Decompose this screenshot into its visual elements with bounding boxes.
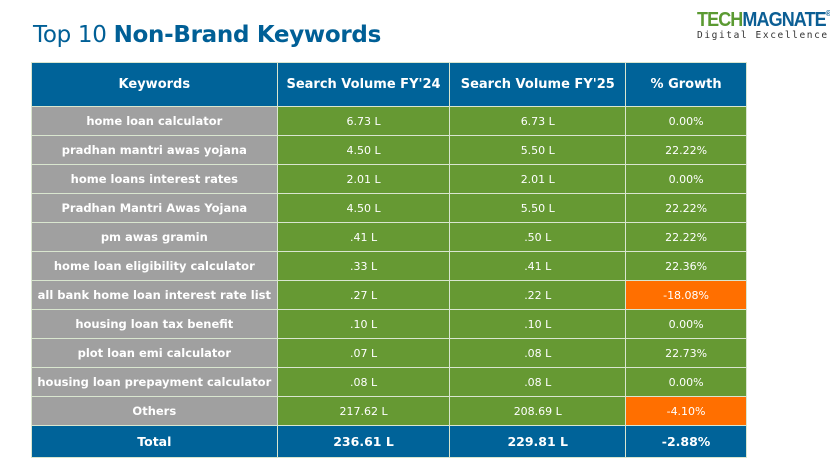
growth-cell: 22.22%: [625, 222, 747, 252]
growth-cell: 22.22%: [625, 135, 747, 165]
fy25-cell: .08 L: [449, 338, 627, 368]
fy25-cell: 5.50 L: [449, 193, 627, 223]
table-row: pradhan mantri awas yojana 4.50 L 5.50 L 22…: [31, 135, 747, 165]
total-row: Total 236.61 L 229.81 L -2.88%: [31, 425, 747, 458]
keyword-cell: home loans interest rates: [31, 164, 278, 194]
keyword-cell: home loan eligibility calculator: [31, 251, 278, 281]
fy25-cell: 208.69 L: [449, 396, 627, 426]
total-fy24-cell: 236.61 L: [276, 425, 451, 458]
keyword-cell: pm awas gramin: [31, 222, 278, 252]
growth-cell: 0.00%: [625, 164, 747, 194]
total-growth-cell: -2.88%: [625, 425, 747, 458]
table-row: home loan eligibility calculator .33 L .41…: [31, 251, 747, 281]
table-row: home loan calculator 6.73 L 6.73 L 0.00%: [31, 106, 747, 136]
title-light: Top 10: [33, 22, 114, 48]
table-row: housing loan prepayment calculator .08 L.…: [31, 367, 747, 397]
header-keywords: Keywords: [31, 62, 278, 107]
fy24-cell: .33 L: [276, 251, 451, 281]
keyword-cell: Pradhan Mantri Awas Yojana: [31, 193, 278, 223]
logo-magnate: MAGNATE: [742, 9, 826, 31]
logo-tagline: Digital Excellence: [697, 30, 829, 41]
table-row: Pradhan Mantri Awas Yojana 4.50 L 5.50 L 22…: [31, 193, 747, 223]
keyword-cell: housing loan tax benefit: [31, 309, 278, 339]
keyword-cell: plot loan emi calculator: [31, 338, 278, 368]
growth-cell: -4.10%: [625, 396, 747, 426]
logo-tech: TECH: [697, 9, 743, 31]
keyword-cell: Others: [31, 396, 278, 426]
growth-cell: 22.73%: [625, 338, 747, 368]
fy25-cell: 5.50 L: [449, 135, 627, 165]
fy25-cell: .22 L: [449, 280, 627, 310]
table-row: all bank home loan interest rate list .27…: [31, 280, 747, 310]
growth-cell: 0.00%: [625, 367, 747, 397]
growth-cell: -18.08%: [625, 280, 747, 310]
fy24-cell: .41 L: [276, 222, 451, 252]
keywords-table: Keywords Search Volume FY'24 Search Volu…: [31, 62, 747, 458]
logo-reg: ®: [825, 9, 830, 18]
table-row: Others 217.62 L 208.69 L -4.10%: [31, 396, 747, 426]
keyword-cell: all bank home loan interest rate list: [31, 280, 278, 310]
fy24-cell: 217.62 L: [276, 396, 451, 426]
fy25-cell: .10 L: [449, 309, 627, 339]
fy25-cell: .50 L: [449, 222, 627, 252]
fy25-cell: 6.73 L: [449, 106, 627, 136]
fy25-cell: 2.01 L: [449, 164, 627, 194]
table-row: pm awas gramin .41 L .50 L 22.22%: [31, 222, 747, 252]
fy24-cell: .10 L: [276, 309, 451, 339]
table-row: home loans interest rates 2.01 L 2.01 L 0.0…: [31, 164, 747, 194]
techmagnate-logo: TECHMAGNATE® Digital Excellence: [697, 9, 830, 41]
fy24-cell: 6.73 L: [276, 106, 451, 136]
fy25-cell: .41 L: [449, 251, 627, 281]
table-row: plot loan emi calculator .07 L .08 L 22.73%: [31, 338, 747, 368]
growth-cell: 0.00%: [625, 106, 747, 136]
page-title: Top 10 Non-Brand Keywords: [33, 22, 381, 48]
keyword-cell: housing loan prepayment calculator: [31, 367, 278, 397]
fy24-cell: .27 L: [276, 280, 451, 310]
total-fy25-cell: 229.81 L: [449, 425, 627, 458]
total-label-cell: Total: [31, 425, 278, 458]
header-fy24: Search Volume FY'24: [276, 62, 451, 107]
growth-cell: 22.36%: [625, 251, 747, 281]
keyword-cell: pradhan mantri awas yojana: [31, 135, 278, 165]
growth-cell: 22.22%: [625, 193, 747, 223]
table-header-row: Keywords Search Volume FY'24 Search Volu…: [31, 62, 747, 107]
header-fy25: Search Volume FY'25: [449, 62, 627, 107]
fy24-cell: 4.50 L: [276, 135, 451, 165]
growth-cell: 0.00%: [625, 309, 747, 339]
header-growth: % Growth: [625, 62, 747, 107]
keyword-cell: home loan calculator: [31, 106, 278, 136]
fy24-cell: .08 L: [276, 367, 451, 397]
table-row: housing loan tax benefit .10 L .10 L 0.00%: [31, 309, 747, 339]
fy24-cell: .07 L: [276, 338, 451, 368]
fy25-cell: .08 L: [449, 367, 627, 397]
fy24-cell: 2.01 L: [276, 164, 451, 194]
fy24-cell: 4.50 L: [276, 193, 451, 223]
title-bold: Non-Brand Keywords: [113, 22, 382, 48]
